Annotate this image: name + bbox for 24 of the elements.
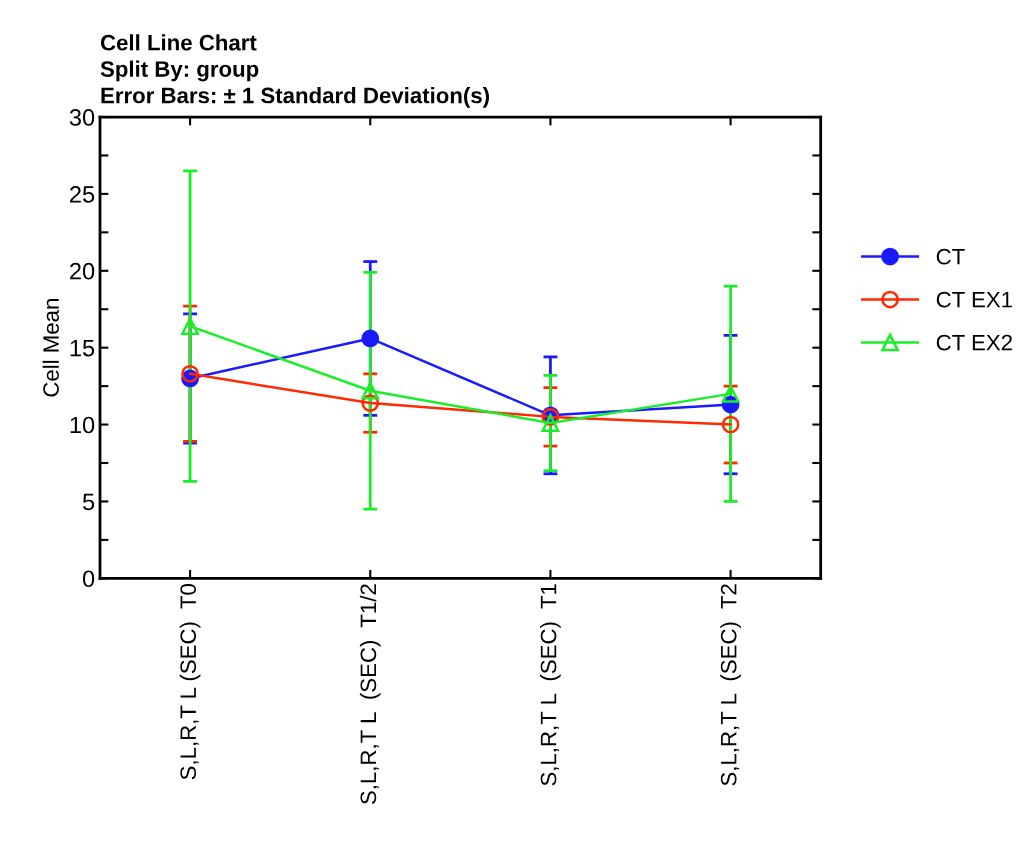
point — [181, 364, 199, 383]
x-tick-label: S,L,R,T L (SEC) T1 — [540, 584, 561, 786]
point — [721, 415, 740, 434]
legend-label: CT — [936, 248, 965, 265]
legend-label: CT EX1 — [936, 291, 1012, 308]
y-tick-label: 15 — [70, 339, 95, 357]
x-tick-label: S,L,R,T L (SEC) T1/2 — [359, 584, 381, 805]
y-tick-label: 25 — [70, 185, 95, 203]
point — [541, 414, 560, 432]
legend-label: CT EX2 — [936, 334, 1012, 351]
y-axis-title: Cell Mean — [42, 299, 59, 397]
point — [361, 329, 380, 348]
chart-title: Cell Line Chart — [100, 34, 257, 51]
y-tick-label: 30 — [69, 109, 95, 126]
chart-subtitle: Split By: group Error Bars: ± 1 Standard Deviation(s) — [100, 60, 489, 108]
x-tick-label: S,L,R,T L (SEC) T0 — [179, 584, 201, 780]
point — [361, 381, 380, 400]
y-tick-label: 0 — [82, 570, 95, 588]
y-tick-label: 10 — [70, 416, 95, 434]
x-tick-label: S,L,R,T L (SEC) T2 — [720, 584, 741, 786]
point — [721, 384, 740, 403]
point — [181, 317, 199, 336]
y-tick-label: 5 — [82, 493, 95, 511]
y-tick-label: 20 — [70, 262, 95, 280]
